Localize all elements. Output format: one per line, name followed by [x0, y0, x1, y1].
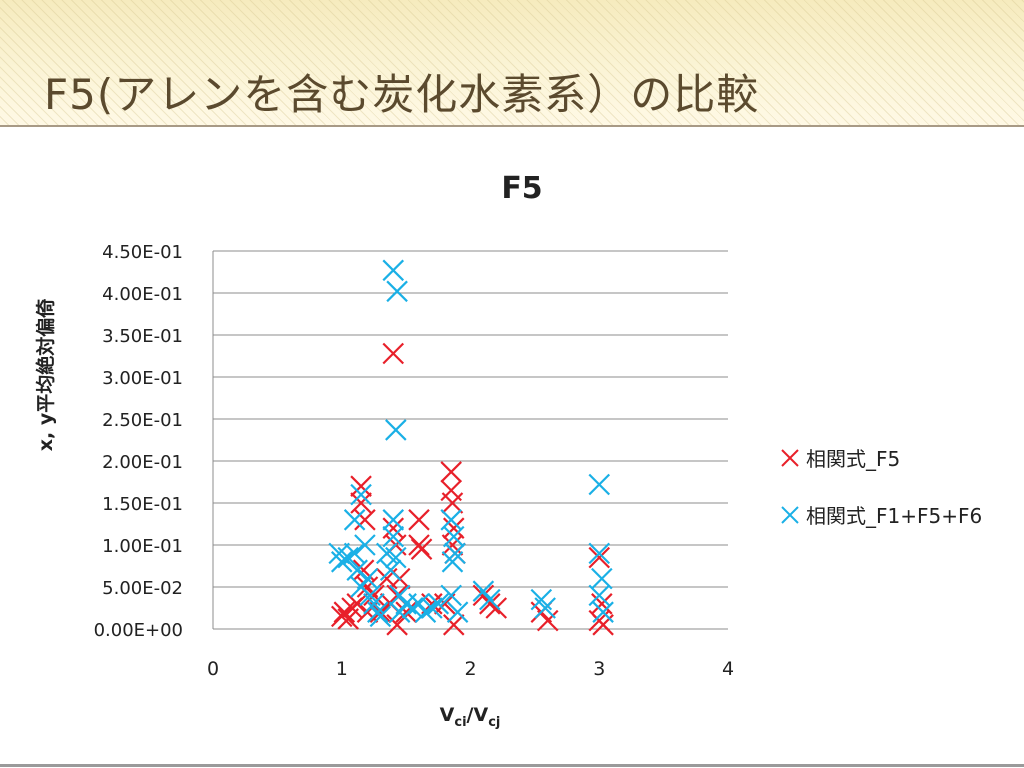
- data-point: [408, 534, 430, 556]
- x-tick-labels: 0 1 2 3 4: [207, 658, 734, 680]
- y-tick-label: 1.50E-01: [102, 494, 183, 515]
- data-point: [354, 509, 376, 531]
- y-tick-label: 4.50E-01: [102, 242, 183, 263]
- x-axis-label-sub2: cj: [488, 715, 500, 730]
- y-tick-labels: 0.00E+00 5.00E-02 1.00E-01 1.50E-01 2.00E-01…: [94, 242, 183, 641]
- legend-marker: [781, 506, 799, 524]
- data-point: [440, 461, 462, 483]
- y-tick-label: 3.50E-01: [102, 326, 183, 347]
- legend-label: 相関式_F1+F5+F6: [806, 504, 982, 528]
- data-point: [382, 509, 405, 531]
- y-axis-label: x, y平均絶対偏倚: [34, 299, 57, 451]
- legend-marker: [781, 449, 799, 467]
- header-stripes: [0, 0, 1024, 127]
- data-point: [382, 342, 405, 365]
- scatter-chart: F5 0.00E+00 5.00E-02 1.00E-01 1.50E-01 2.00E…: [34, 171, 982, 730]
- data-point: [588, 542, 611, 565]
- data-point: [395, 601, 417, 623]
- gridlines: [212, 250, 728, 630]
- data-point: [479, 588, 501, 611]
- legend-label: 相関式_F5: [806, 447, 900, 471]
- data-point: [401, 597, 424, 619]
- data-point: [427, 593, 450, 615]
- data-point: [354, 534, 376, 556]
- data-point: [346, 593, 368, 615]
- x-tick-label: 4: [722, 658, 734, 680]
- data-point: [442, 614, 465, 636]
- data-point: [363, 584, 385, 607]
- data-point: [385, 546, 407, 569]
- y-tick-label: 5.00E-02: [102, 578, 183, 599]
- data-point: [534, 597, 556, 619]
- data-point: [386, 280, 408, 303]
- x-axis-label: Vci/Vcj: [440, 704, 501, 730]
- data-point: [330, 551, 353, 573]
- data-point: [441, 534, 464, 556]
- slide-title: F5(アレンを含む炭化水素系）の比較: [44, 70, 760, 119]
- data-point: [536, 609, 559, 632]
- data-point: [346, 559, 368, 581]
- data-point: [408, 509, 430, 531]
- data-point: [369, 605, 392, 628]
- y-tick-label: 3.00E-01: [102, 368, 183, 389]
- data-point: [343, 509, 366, 531]
- data-point: [444, 542, 466, 565]
- legend-item: 相関式_F5: [781, 447, 900, 471]
- series-1-markers: [330, 342, 614, 636]
- data-point: [479, 593, 501, 615]
- x-axis-label-sep: /V: [467, 704, 489, 726]
- data-point: [350, 492, 372, 514]
- x-tick-label: 3: [593, 658, 605, 680]
- data-point: [442, 525, 465, 548]
- header-rule: [0, 125, 1024, 127]
- data-point: [385, 419, 407, 441]
- y-tick-label: 4.00E-01: [102, 284, 183, 305]
- data-point: [382, 259, 405, 282]
- data-point: [382, 525, 405, 548]
- data-point: [421, 597, 443, 619]
- x-tick-label: 0: [207, 658, 219, 680]
- x-axis-label-main: V: [440, 704, 455, 726]
- x-tick-label: 1: [336, 658, 348, 680]
- data-point: [588, 584, 611, 607]
- bottom-rule: [0, 764, 1024, 767]
- data-point: [350, 483, 372, 506]
- data-point: [588, 473, 611, 496]
- y-tick-label: 2.50E-01: [102, 410, 183, 431]
- data-point: [588, 546, 611, 569]
- y-tick-label: 2.00E-01: [102, 452, 183, 473]
- data-point: [446, 601, 469, 623]
- x-axis-label-sub1: ci: [454, 715, 466, 730]
- data-markers: [328, 259, 614, 636]
- data-point: [592, 601, 614, 623]
- data-point: [440, 584, 462, 607]
- data-point: [410, 538, 433, 560]
- y-tick-label: 1.00E-01: [102, 536, 183, 557]
- data-point: [442, 517, 465, 539]
- series-2-markers: [328, 259, 614, 628]
- slide-header: F5(アレンを含む炭化水素系）の比較: [0, 0, 1024, 127]
- data-point: [441, 492, 464, 514]
- data-point: [441, 551, 464, 573]
- x-tick-label: 2: [464, 658, 476, 680]
- legend: 相関式_F5 相関式_F1+F5+F6: [781, 447, 982, 528]
- data-point: [330, 605, 353, 628]
- data-point: [414, 601, 437, 623]
- data-point: [379, 559, 402, 581]
- legend-item: 相関式_F1+F5+F6: [781, 504, 982, 528]
- data-point: [337, 546, 359, 569]
- chart-title: F5: [501, 171, 542, 206]
- data-point: [350, 475, 372, 497]
- data-point: [530, 588, 553, 611]
- y-tick-label: 0.00E+00: [94, 620, 183, 641]
- data-point: [367, 601, 389, 623]
